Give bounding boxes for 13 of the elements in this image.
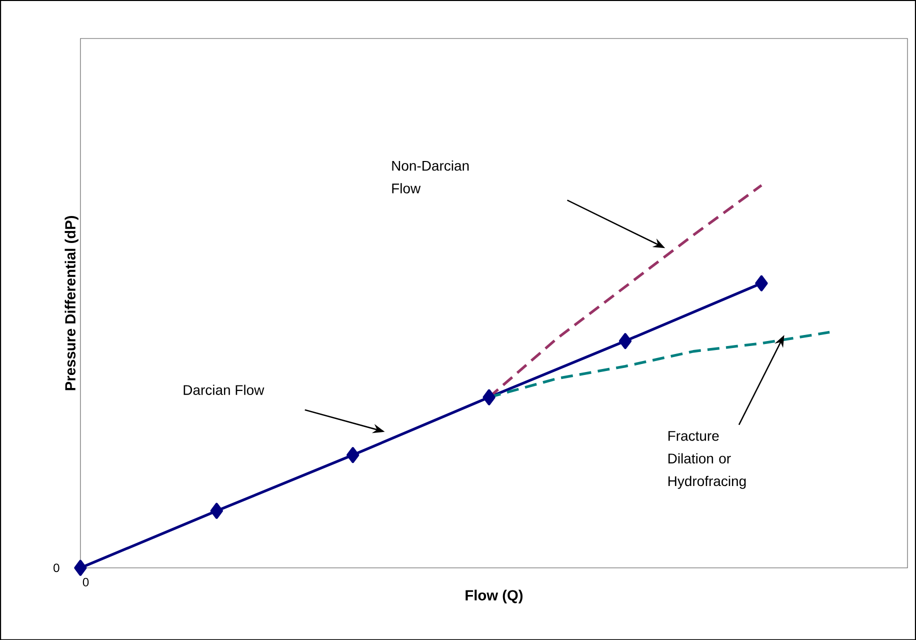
annotation: Non-Darcian Flow [392,160,469,194]
point [482,389,496,406]
point [210,502,223,519]
text: 0 [54,563,60,572]
text: 0 [82,578,89,586]
point [755,275,768,292]
point [618,332,632,349]
point [346,446,360,463]
point [74,560,87,576]
y-axis-title: Pressure Differential (dP) [64,216,78,390]
annotation: Fracture Dilation or Hydrofracing [668,430,746,489]
x-axis-title: Flow (Q) [466,590,523,604]
annotation: Darcian Flow [184,384,264,395]
